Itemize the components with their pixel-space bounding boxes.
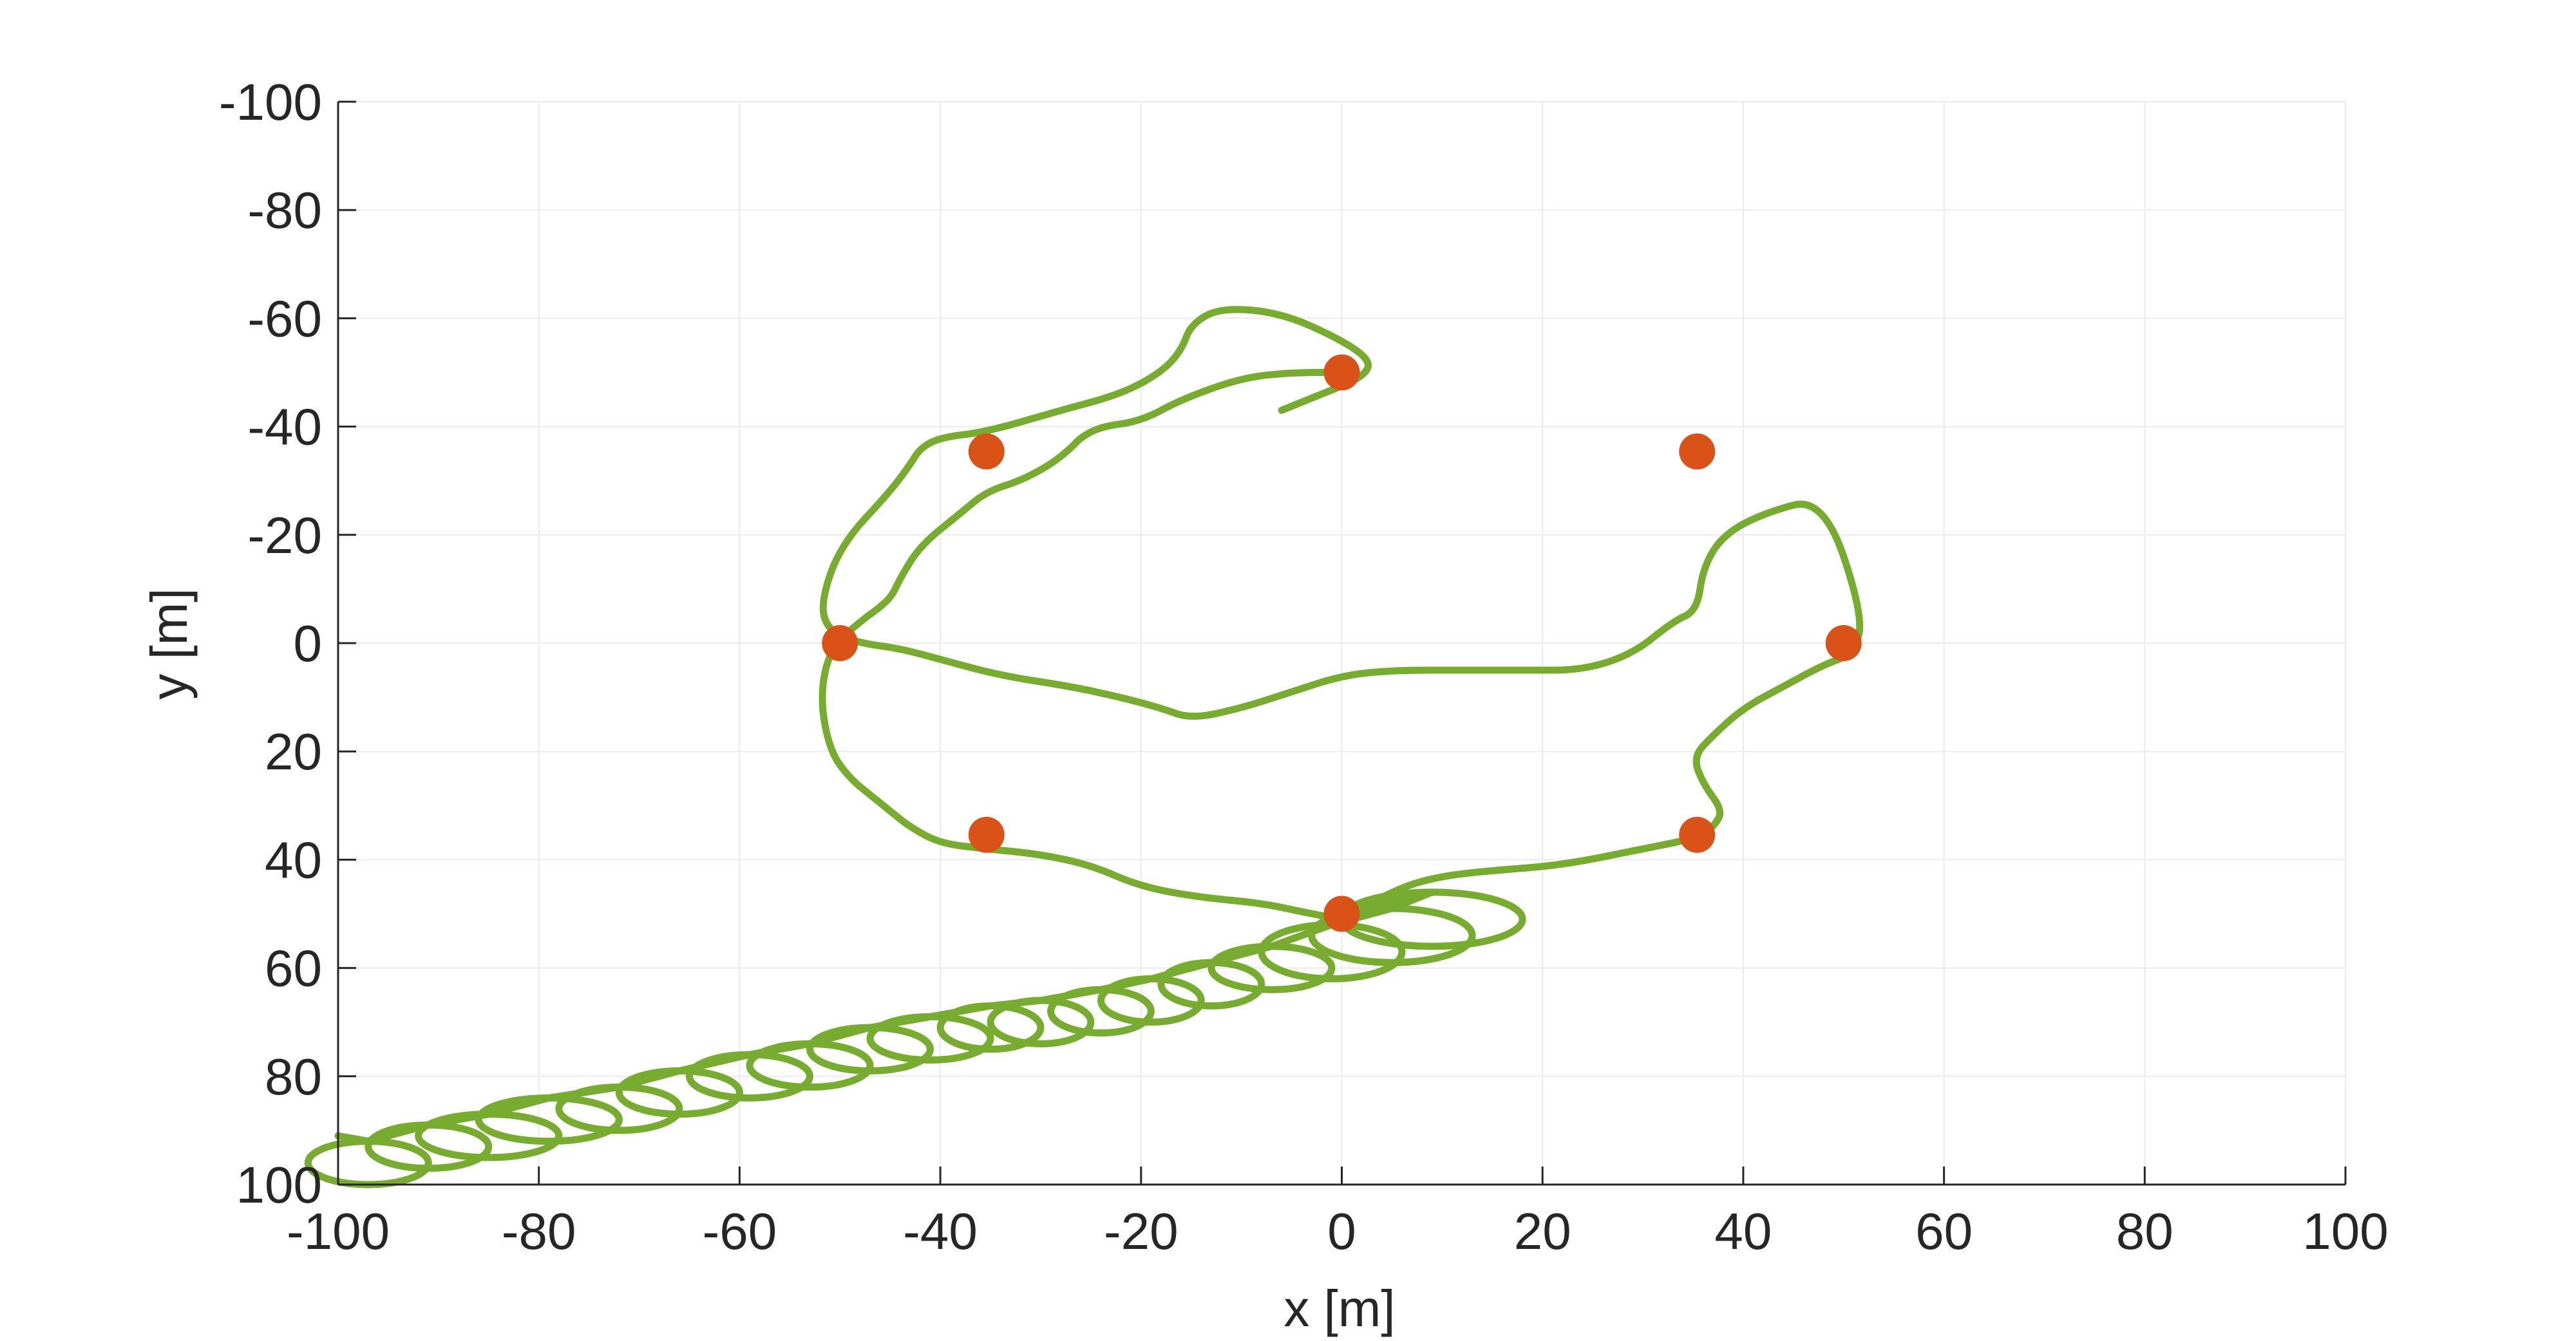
axes: -100 -80 -60 -40 -20 0 20 40 60 80 100-100-80-60-4…	[219, 73, 2389, 1260]
x-tick-label: 20	[1514, 1203, 1571, 1260]
trajectory-loop	[475, 1094, 623, 1145]
y-tick-label: -40	[247, 399, 322, 456]
x-tick-label: -20	[1104, 1203, 1179, 1260]
waypoint-marker	[1323, 896, 1360, 932]
trajectory-loop	[866, 1013, 994, 1064]
x-tick-label: -80	[502, 1203, 576, 1260]
waypoint-marker	[1679, 816, 1716, 853]
waypoint-marker	[1825, 625, 1862, 661]
waypoint-marker	[822, 625, 858, 661]
trajectory-loop	[615, 1067, 743, 1118]
y-tick-label: -100	[219, 73, 322, 131]
trajectory-loop	[1208, 942, 1336, 993]
y-tick-label: 100	[236, 1156, 322, 1214]
x-tick-label: 80	[2116, 1203, 2174, 1260]
waypoint-marker	[1679, 433, 1716, 470]
y-tick-label: 40	[265, 831, 322, 888]
y-tick-label: -60	[247, 290, 322, 347]
waypoint-marker	[968, 433, 1005, 470]
trajectory-loop	[987, 997, 1095, 1047]
y-tick-label: 60	[265, 940, 322, 997]
trajectory-loop	[1308, 905, 1476, 966]
x-axis-label: x [m]	[1283, 1280, 1395, 1337]
trajectory-loop	[685, 1051, 813, 1102]
grid-lines	[337, 101, 2346, 1185]
trajectory-loop	[806, 1024, 934, 1074]
trajectory-loop	[1047, 986, 1155, 1037]
y-tick-label: -80	[247, 182, 322, 239]
x-tick-label: -60	[703, 1203, 777, 1260]
x-tick-label: -100	[287, 1203, 390, 1260]
y-tick-label: 20	[265, 723, 322, 780]
y-tick-label: -20	[247, 507, 322, 564]
x-tick-label: 100	[2302, 1203, 2388, 1260]
trajectory-loop	[1338, 888, 1526, 950]
y-tick-label: 80	[265, 1048, 322, 1105]
x-tick-label: 40	[1714, 1203, 1772, 1260]
waypoint-marker	[1323, 354, 1360, 391]
plot-series	[304, 306, 1864, 1188]
y-axis-label: y [m]	[140, 588, 198, 699]
trajectory-loop	[936, 1002, 1045, 1053]
x-tick-label: -40	[903, 1203, 978, 1260]
trajectory-loop	[415, 1111, 563, 1161]
x-tick-label: 0	[1327, 1203, 1356, 1260]
y-tick-label: 0	[294, 615, 323, 672]
waypoint-marker	[968, 816, 1005, 853]
x-tick-label: 60	[1915, 1203, 1973, 1260]
trajectory-loop	[1097, 975, 1205, 1026]
